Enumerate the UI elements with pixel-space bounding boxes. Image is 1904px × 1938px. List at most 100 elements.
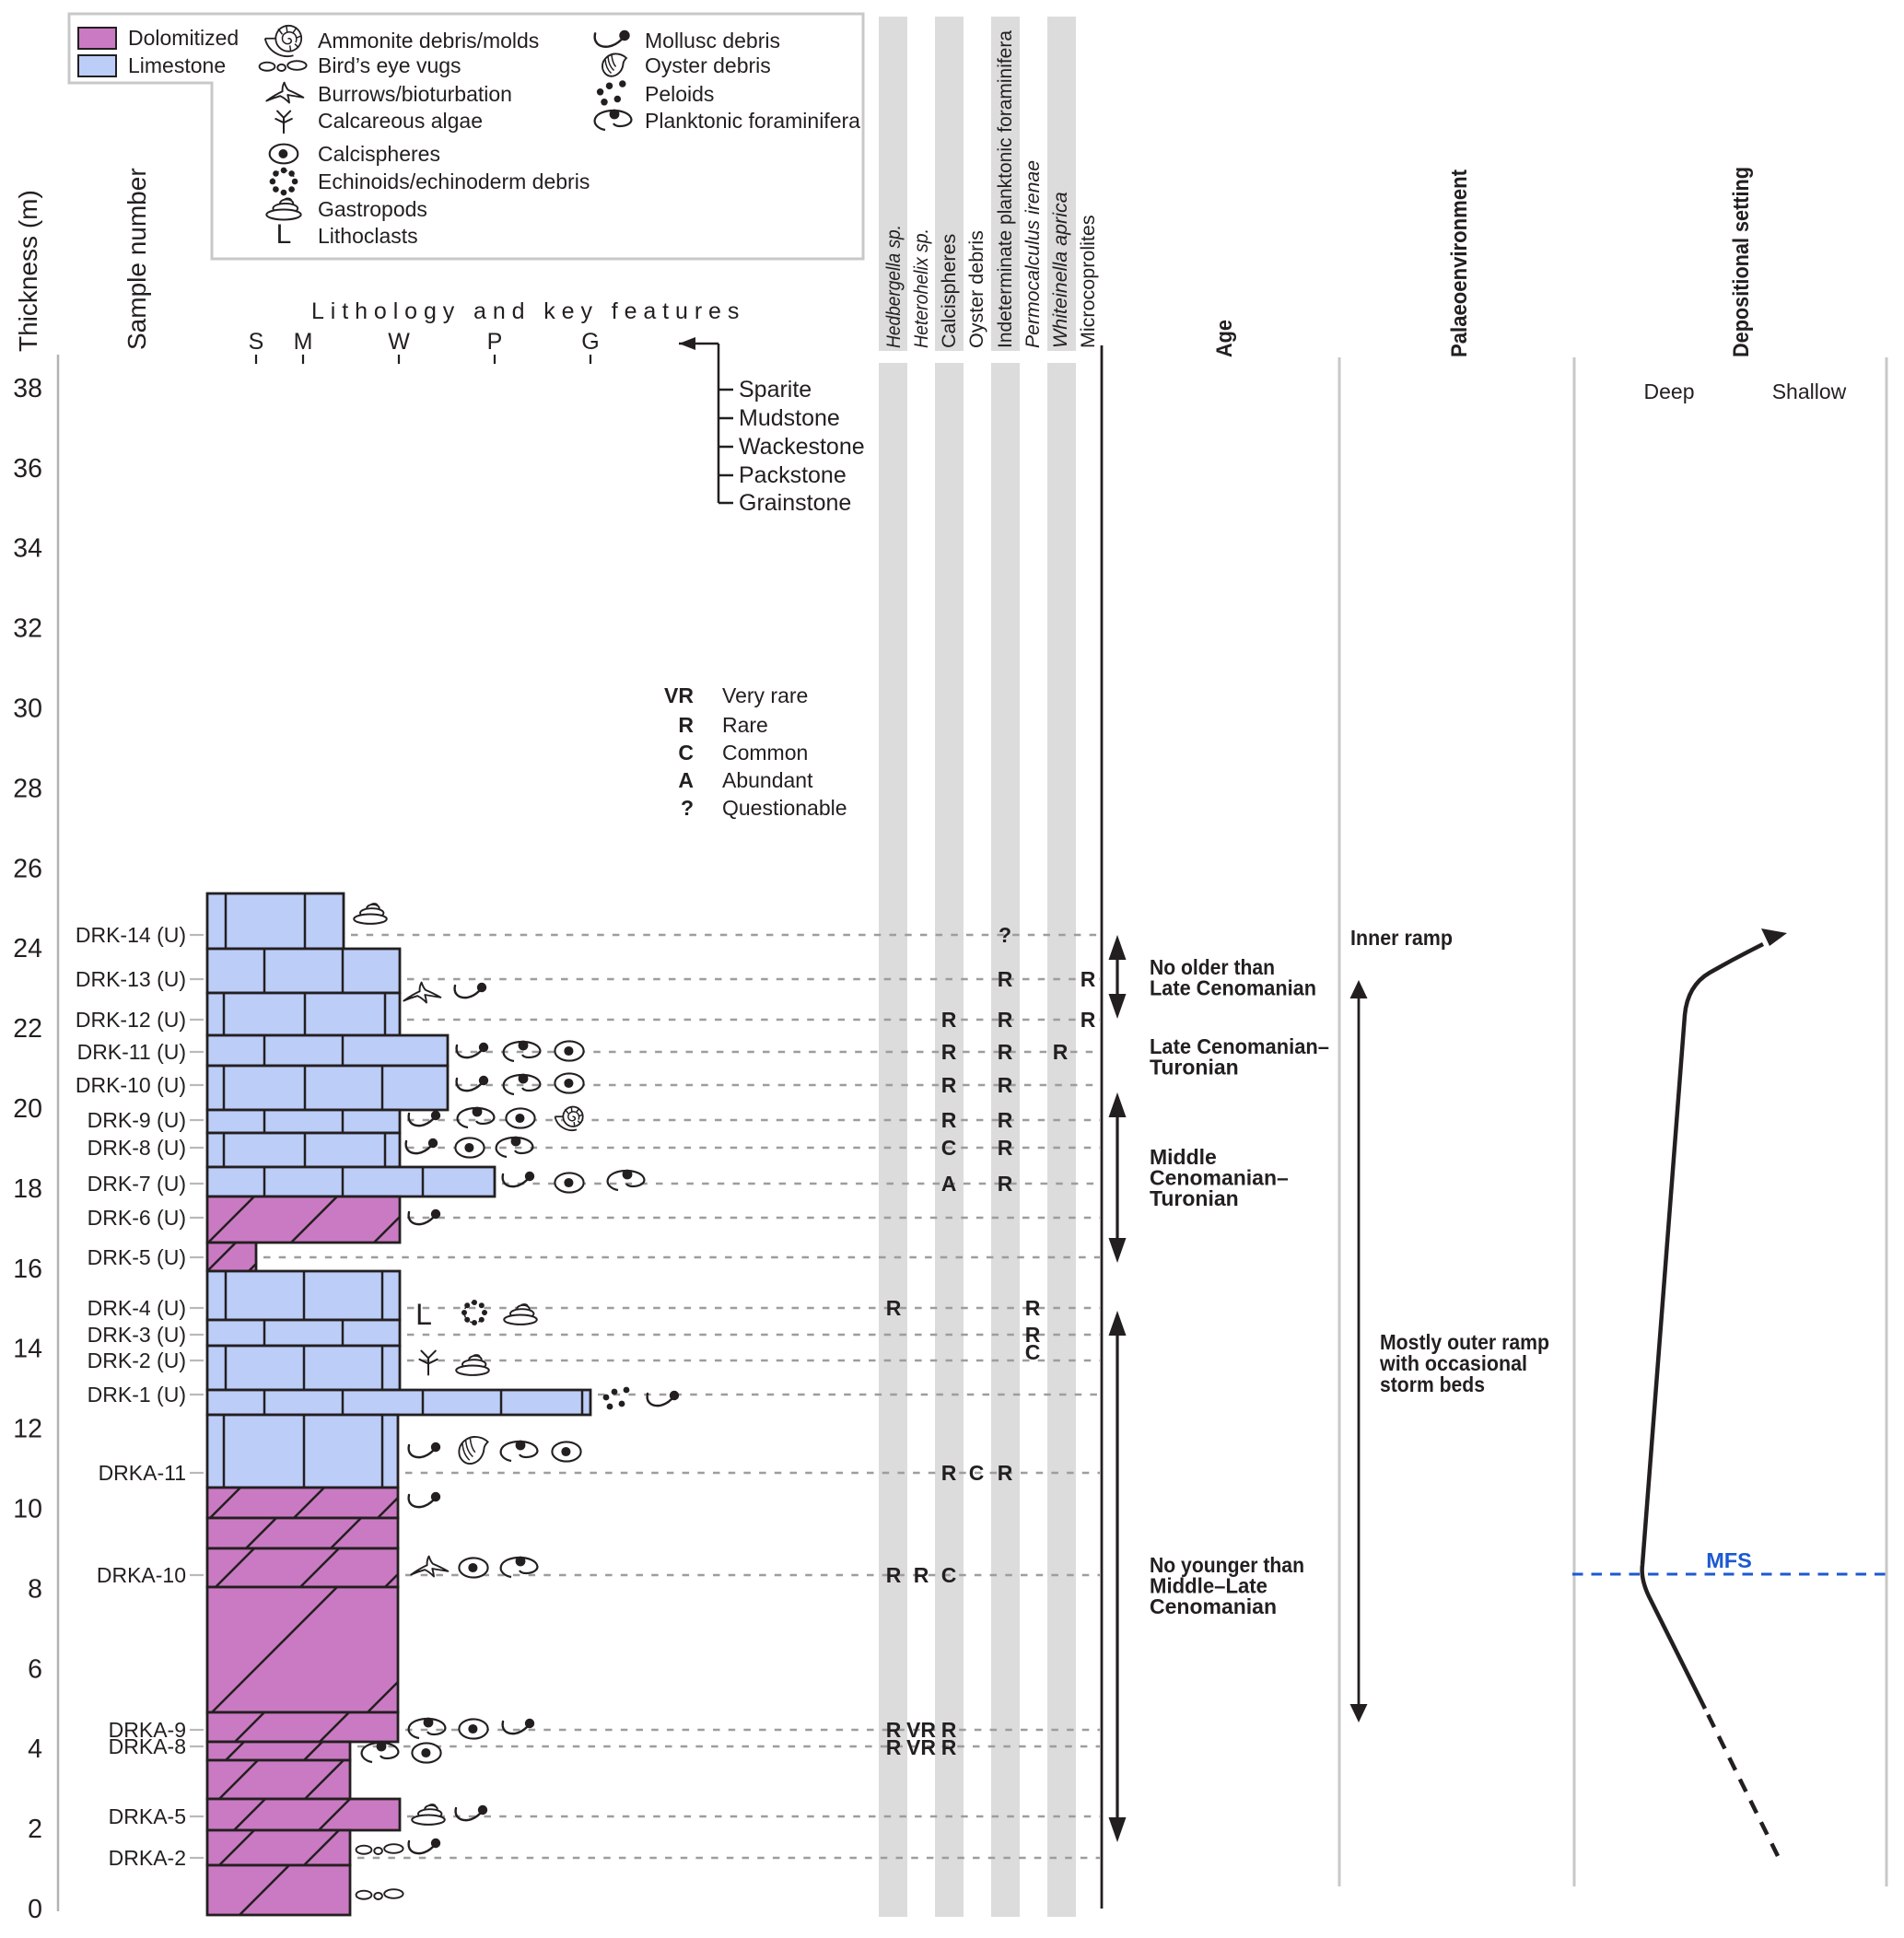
- svg-text:Planktonic foraminifera: Planktonic foraminifera: [645, 109, 860, 133]
- svg-text:Inner ramp: Inner ramp: [1350, 926, 1453, 950]
- svg-text:Peloids: Peloids: [645, 82, 714, 106]
- svg-text:R: R: [998, 1172, 1013, 1196]
- svg-text:R: R: [914, 1563, 929, 1587]
- svg-text:Common: Common: [722, 741, 808, 765]
- svg-text:R: R: [1025, 1296, 1041, 1320]
- svg-text:VR: VR: [906, 1735, 936, 1759]
- svg-text:R: R: [998, 1008, 1013, 1032]
- svg-text:DRKA-2: DRKA-2: [109, 1846, 186, 1870]
- svg-text:Grainstone: Grainstone: [739, 490, 851, 516]
- svg-text:R: R: [886, 1296, 902, 1320]
- svg-text:Dolomitized: Dolomitized: [128, 26, 239, 50]
- svg-text:Echinoids/echinoderm debris: Echinoids/echinoderm debris: [318, 169, 590, 193]
- svg-text:Middle–Late: Middle–Late: [1150, 1574, 1267, 1598]
- svg-text:S: S: [249, 329, 264, 355]
- svg-text:R: R: [998, 1073, 1013, 1097]
- svg-text:MFS: MFS: [1706, 1548, 1752, 1572]
- svg-text:DRK-11 (U): DRK-11 (U): [77, 1040, 186, 1064]
- svg-text:R: R: [998, 1136, 1013, 1160]
- svg-text:DRK-12 (U): DRK-12 (U): [76, 1008, 186, 1032]
- svg-text:DRKA-9: DRKA-9: [109, 1718, 186, 1742]
- svg-text:Calcispheres: Calcispheres: [318, 142, 440, 166]
- svg-text:Lithology and key features: Lithology and key features: [311, 298, 745, 324]
- svg-text:P: P: [487, 329, 503, 355]
- svg-text:4: 4: [28, 1734, 42, 1764]
- svg-text:Calcareous algae: Calcareous algae: [318, 109, 483, 133]
- svg-text:30: 30: [13, 695, 42, 724]
- svg-text:Gastropods: Gastropods: [318, 197, 427, 221]
- svg-text:L: L: [276, 219, 292, 250]
- svg-text:?: ?: [681, 796, 694, 820]
- svg-text:Indeterminate planktonic foram: Indeterminate planktonic foraminifera: [994, 30, 1016, 348]
- svg-text:R: R: [998, 1461, 1013, 1485]
- svg-text:Mollusc debris: Mollusc debris: [645, 29, 780, 53]
- svg-text:No older than: No older than: [1150, 955, 1275, 979]
- svg-text:18: 18: [13, 1174, 42, 1204]
- svg-text:Rare: Rare: [722, 713, 768, 737]
- svg-text:VR: VR: [906, 1718, 936, 1742]
- svg-text:R: R: [941, 1461, 957, 1485]
- svg-text:DRK-4 (U): DRK-4 (U): [88, 1296, 186, 1320]
- svg-text:Sample number: Sample number: [123, 168, 151, 350]
- svg-text:A: A: [678, 768, 694, 792]
- svg-text:R: R: [998, 1040, 1013, 1064]
- svg-text:DRK-7 (U): DRK-7 (U): [88, 1172, 186, 1196]
- svg-text:DRK-8 (U): DRK-8 (U): [88, 1136, 186, 1160]
- svg-text:Late Cenomanian–: Late Cenomanian–: [1150, 1034, 1329, 1058]
- svg-text:A: A: [941, 1172, 957, 1196]
- svg-text:Thickness (m): Thickness (m): [14, 190, 42, 352]
- svg-text:28: 28: [13, 774, 42, 803]
- svg-text:Oyster debris: Oyster debris: [965, 230, 987, 348]
- svg-text:Calcispheres: Calcispheres: [938, 234, 960, 348]
- svg-text:DRK-6 (U): DRK-6 (U): [88, 1206, 186, 1230]
- svg-text:R: R: [1053, 1040, 1069, 1064]
- svg-text:with occasional: with occasional: [1379, 1351, 1527, 1375]
- svg-text:Packstone: Packstone: [739, 462, 847, 488]
- svg-text:R: R: [886, 1563, 902, 1587]
- svg-text:Turonian: Turonian: [1150, 1056, 1239, 1080]
- svg-text:38: 38: [13, 374, 42, 403]
- svg-text:C: C: [969, 1461, 985, 1485]
- svg-text:22: 22: [13, 1014, 42, 1044]
- svg-text:No younger than: No younger than: [1150, 1553, 1304, 1577]
- svg-text:24: 24: [13, 934, 42, 963]
- svg-text:DRK-9 (U): DRK-9 (U): [88, 1108, 186, 1132]
- svg-text:8: 8: [28, 1574, 42, 1604]
- svg-text:DRKA-10: DRKA-10: [97, 1563, 186, 1587]
- svg-text:M: M: [294, 329, 313, 355]
- svg-text:G: G: [581, 329, 599, 355]
- svg-text:Permocalculus irenae: Permocalculus irenae: [1022, 160, 1044, 348]
- svg-text:Abundant: Abundant: [722, 768, 813, 792]
- svg-text:Burrows/bioturbation: Burrows/bioturbation: [318, 82, 512, 106]
- svg-text:Palaeoenvironment: Palaeoenvironment: [1447, 169, 1472, 357]
- svg-text:16: 16: [13, 1255, 42, 1284]
- svg-text:Whiteinella aprica: Whiteinella aprica: [1049, 192, 1071, 348]
- svg-text:storm beds: storm beds: [1380, 1372, 1485, 1396]
- svg-text:32: 32: [13, 614, 42, 644]
- svg-text:Turonian: Turonian: [1150, 1186, 1239, 1210]
- svg-text:Mudstone: Mudstone: [739, 405, 840, 431]
- svg-text:R: R: [941, 1040, 957, 1064]
- svg-text:R: R: [998, 1108, 1013, 1132]
- svg-text:Heterohelix sp.: Heterohelix sp.: [910, 228, 932, 348]
- svg-text:14: 14: [13, 1335, 42, 1364]
- svg-text:34: 34: [13, 534, 42, 564]
- svg-text:36: 36: [13, 454, 42, 484]
- svg-text:6: 6: [28, 1654, 42, 1684]
- svg-text:DRK-10 (U): DRK-10 (U): [76, 1073, 186, 1097]
- svg-text:Shallow: Shallow: [1772, 379, 1847, 403]
- svg-text:Age: Age: [1212, 320, 1237, 357]
- svg-text:Questionable: Questionable: [722, 796, 847, 820]
- svg-text:R: R: [941, 1073, 957, 1097]
- svg-text:Ammonite debris/molds: Ammonite debris/molds: [318, 29, 539, 53]
- svg-text:DRKA-8: DRKA-8: [109, 1734, 186, 1758]
- svg-text:10: 10: [13, 1495, 42, 1524]
- svg-text:12: 12: [13, 1415, 42, 1444]
- svg-text:R: R: [678, 713, 694, 737]
- svg-text:C: C: [941, 1136, 957, 1160]
- svg-text:?: ?: [999, 923, 1011, 947]
- svg-text:Limestone: Limestone: [128, 53, 226, 77]
- svg-text:DRK-1 (U): DRK-1 (U): [88, 1383, 186, 1407]
- svg-text:26: 26: [13, 854, 42, 883]
- svg-text:Cenomanian: Cenomanian: [1150, 1594, 1277, 1618]
